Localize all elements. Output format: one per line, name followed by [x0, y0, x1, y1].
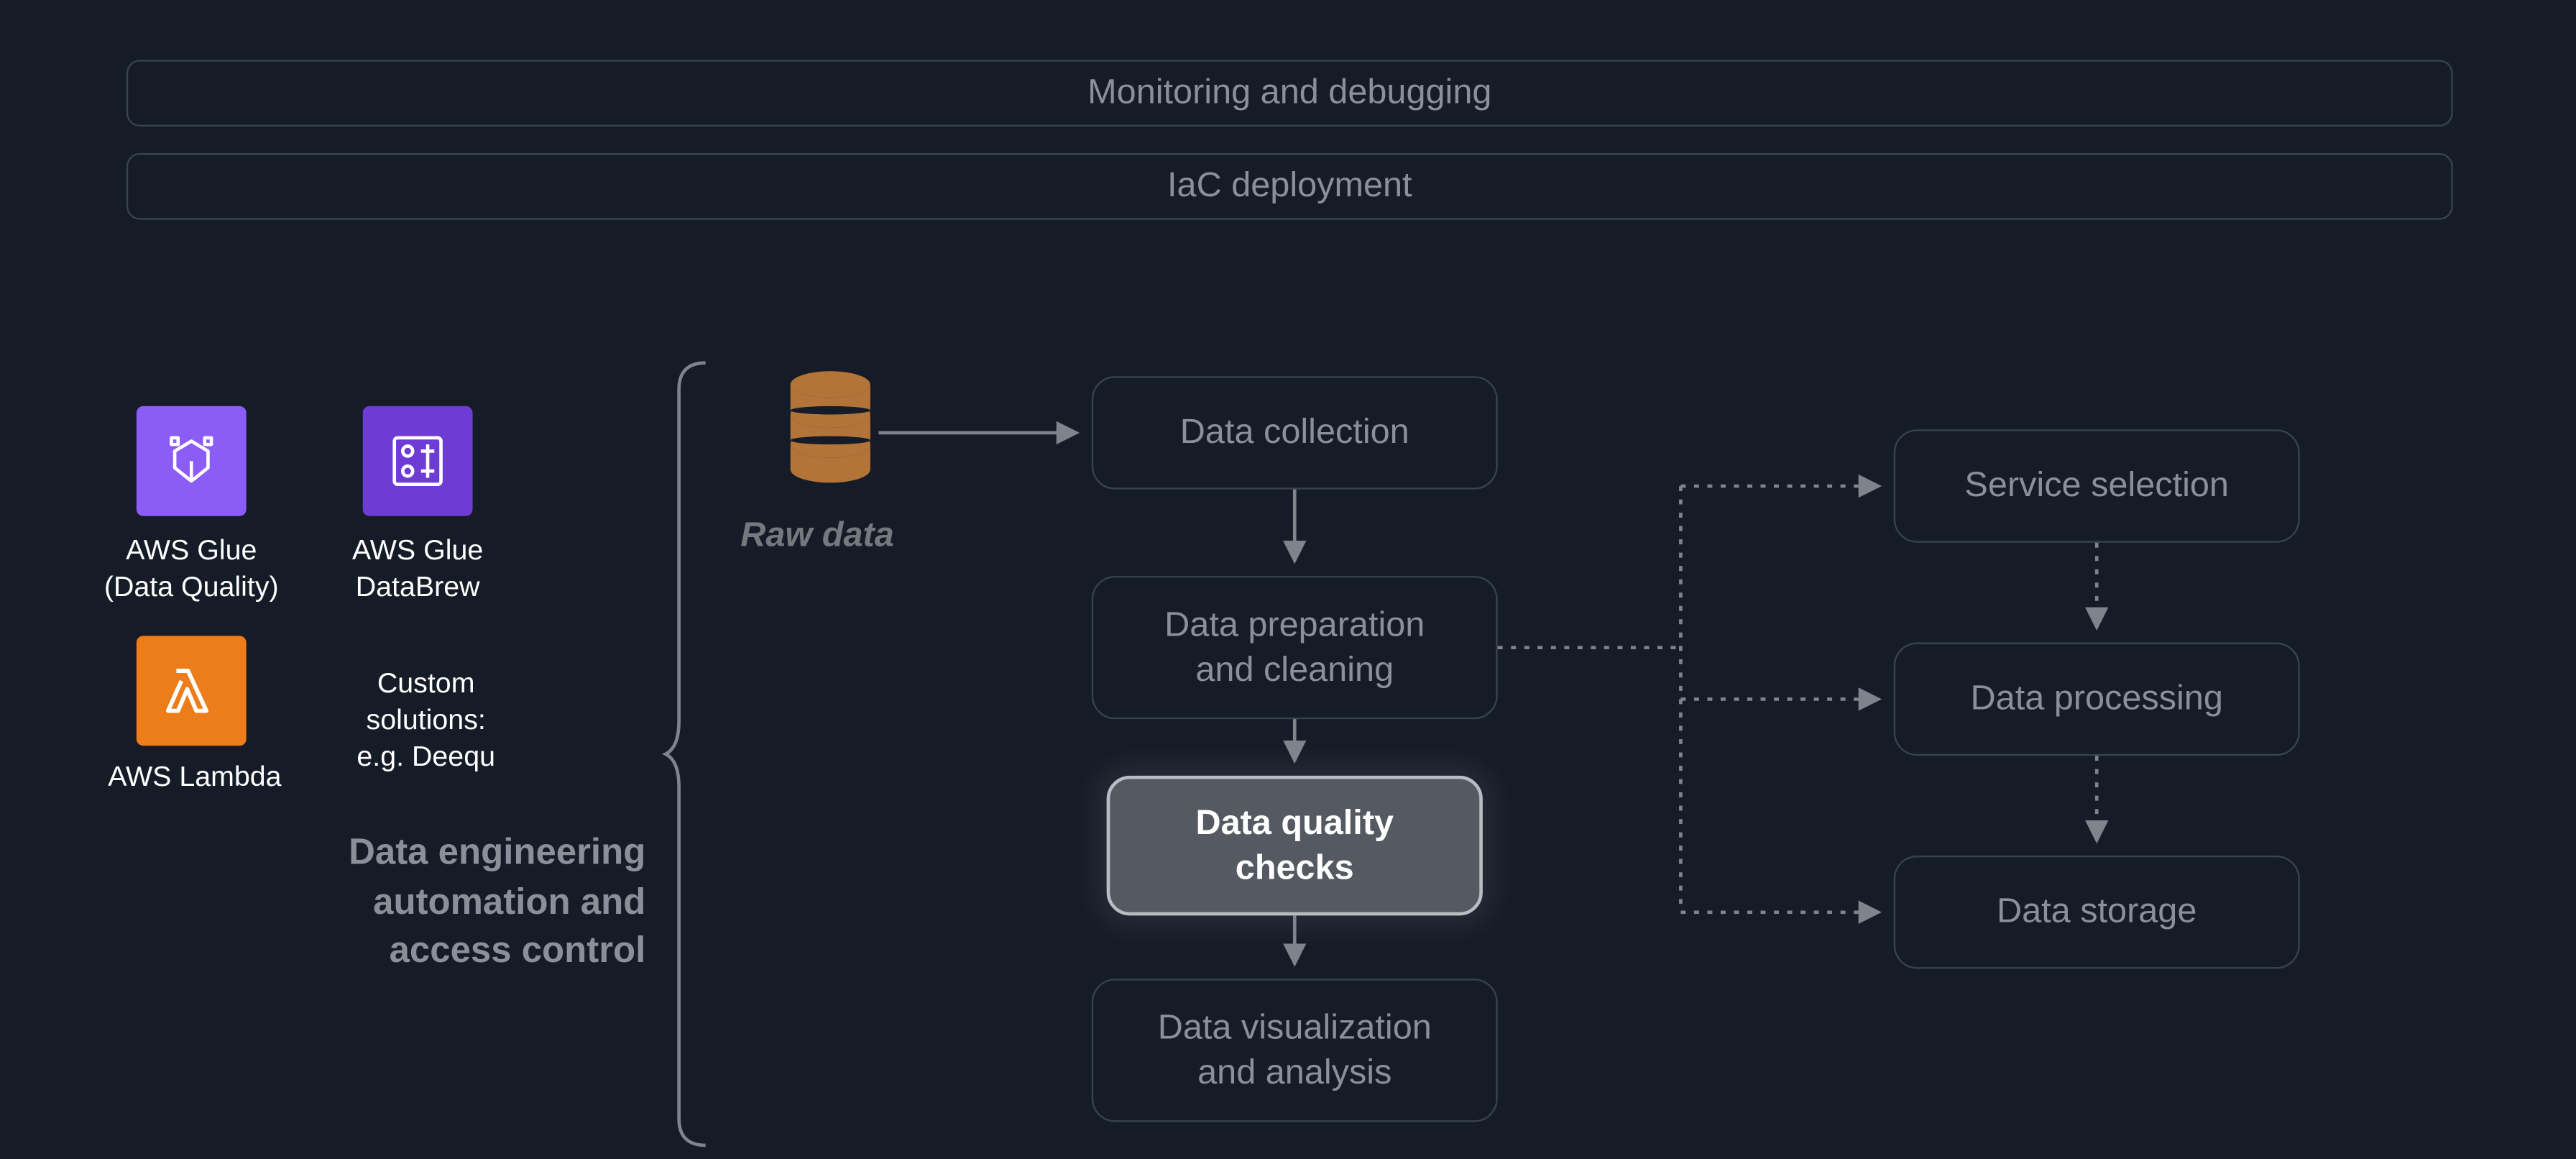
- node-data-storage-label: Data storage: [1997, 889, 2196, 935]
- arrow-n3-n4: [1284, 915, 1305, 979]
- glue-databrew-icon: [363, 406, 473, 516]
- node-data-storage: Data storage: [1894, 856, 2300, 968]
- node-service-selection: Service selection: [1894, 429, 2300, 542]
- node-data-collection-label: Data collection: [1180, 410, 1409, 455]
- side-title: Data engineering automation and access c…: [296, 828, 645, 976]
- arrow-n2-n3: [1284, 719, 1305, 776]
- custom-solutions-label: Custom solutions: e.g. Deequ: [339, 666, 512, 776]
- node-service-selection-label: Service selection: [1964, 463, 2229, 508]
- glue-data-quality-label: AWS Glue (Data Quality): [83, 533, 300, 606]
- node-data-visualization-label: Data visualization and analysis: [1158, 1005, 1432, 1096]
- raw-data-label: Raw data: [740, 516, 893, 556]
- bracket-icon: [666, 363, 715, 1145]
- node-data-processing-label: Data processing: [1971, 677, 2223, 722]
- glue-databrew-label: AWS Glue DataBrew: [329, 533, 505, 606]
- arrow-n1-n2: [1284, 490, 1305, 576]
- node-data-preparation: Data preparation and cleaning: [1092, 576, 1498, 719]
- header-iac-label: IaC deployment: [1167, 167, 1412, 207]
- header-monitoring: Monitoring and debugging: [126, 60, 2453, 127]
- database-icon: [786, 370, 875, 496]
- node-data-collection: Data collection: [1092, 376, 1498, 489]
- header-iac: IaC deployment: [126, 153, 2453, 220]
- dotted-branch: [1498, 466, 1898, 966]
- diagram-canvas: Monitoring and debugging IaC deployment …: [0, 0, 2576, 1158]
- node-data-quality-checks: Data quality checks: [1107, 776, 1483, 915]
- header-monitoring-label: Monitoring and debugging: [1087, 73, 1491, 114]
- arrow-r1-r2: [2087, 543, 2107, 643]
- node-data-visualization: Data visualization and analysis: [1092, 979, 1498, 1122]
- node-data-quality-checks-label: Data quality checks: [1195, 800, 1394, 891]
- node-data-preparation-label: Data preparation and cleaning: [1164, 602, 1425, 692]
- lambda-icon: [137, 636, 247, 746]
- node-data-processing: Data processing: [1894, 643, 2300, 756]
- glue-data-quality-icon: [137, 406, 247, 516]
- arrow-raw-to-collection: [878, 423, 1091, 443]
- arrow-r2-r3: [2087, 756, 2107, 856]
- lambda-label: AWS Lambda: [104, 759, 287, 796]
